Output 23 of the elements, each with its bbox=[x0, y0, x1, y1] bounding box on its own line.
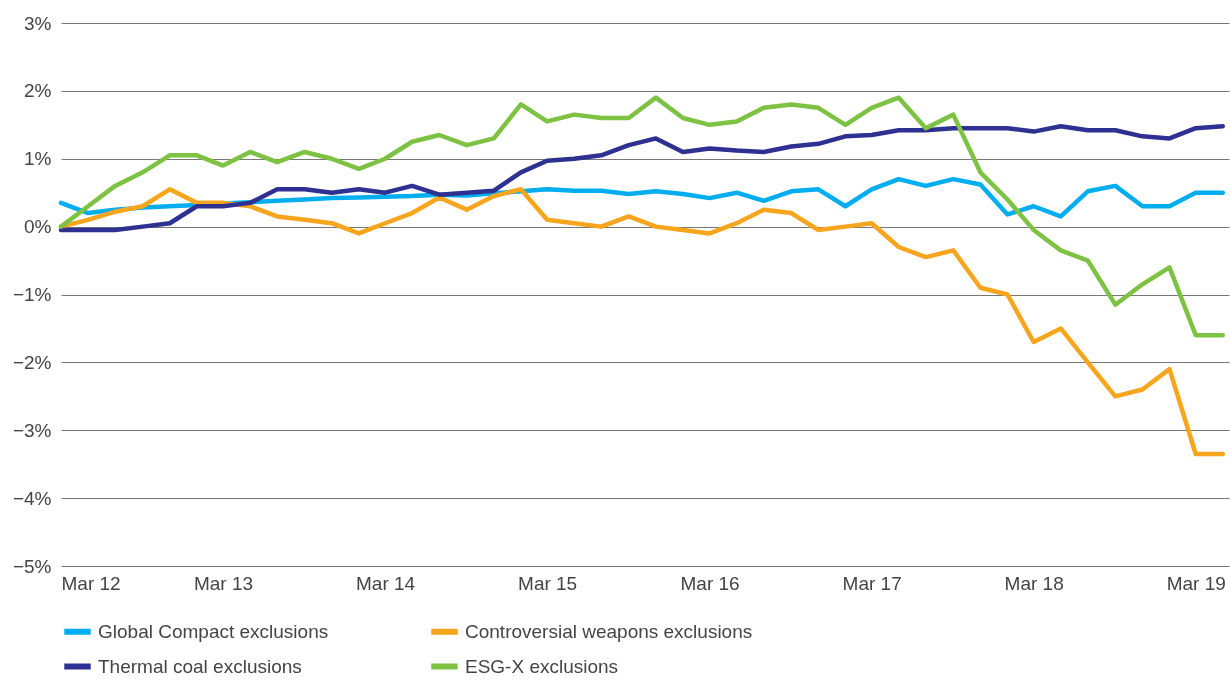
x-tick-label: Mar 18 bbox=[1004, 572, 1064, 594]
y-tick-label: −4% bbox=[12, 487, 52, 509]
y-tick-label: 0% bbox=[24, 216, 52, 238]
y-tick-label: 1% bbox=[24, 148, 52, 170]
y-tick-label: 3% bbox=[24, 12, 52, 34]
legend-label: Global Compact exclusions bbox=[98, 620, 329, 642]
line-series bbox=[58, 123, 1226, 233]
x-tick-label: Mar 16 bbox=[680, 572, 740, 594]
y-tick-label: −3% bbox=[12, 419, 52, 441]
x-tick-label: Mar 13 bbox=[193, 572, 254, 594]
legend-label: ESG-X exclusions bbox=[465, 655, 619, 677]
x-tick-label: Mar 17 bbox=[842, 572, 902, 594]
x-tick-label: Mar 19 bbox=[1166, 572, 1226, 594]
line-series bbox=[58, 95, 1226, 338]
legend-label: Thermal coal exclusions bbox=[98, 655, 302, 677]
y-tick-label: 2% bbox=[24, 80, 52, 102]
y-tick-label: −1% bbox=[12, 284, 52, 305]
x-tick-label: Mar 14 bbox=[356, 572, 416, 594]
x-tick-label: Mar 15 bbox=[518, 572, 578, 594]
x-tick-label: Mar 12 bbox=[61, 572, 121, 594]
y-tick-label: −2% bbox=[12, 351, 52, 373]
y-tick-label: −5% bbox=[12, 555, 52, 577]
legend-label: Controversial weapons exclusions bbox=[465, 620, 753, 642]
